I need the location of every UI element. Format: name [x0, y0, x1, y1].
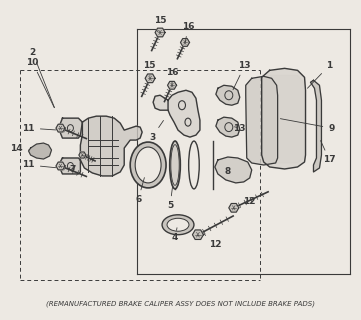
Text: 13: 13	[234, 124, 246, 132]
Polygon shape	[29, 143, 52, 159]
Polygon shape	[58, 118, 82, 138]
Text: 10: 10	[26, 58, 54, 108]
Polygon shape	[145, 74, 155, 83]
Text: 3: 3	[149, 120, 164, 141]
Polygon shape	[58, 158, 81, 174]
Polygon shape	[81, 116, 142, 176]
Text: 14: 14	[10, 144, 29, 153]
Polygon shape	[168, 90, 200, 137]
Ellipse shape	[170, 141, 180, 189]
Text: 5: 5	[167, 186, 173, 210]
Polygon shape	[246, 76, 278, 165]
Text: 13: 13	[233, 61, 251, 90]
Polygon shape	[153, 95, 168, 110]
Text: 12: 12	[204, 234, 221, 249]
Text: 9: 9	[280, 119, 335, 132]
Polygon shape	[79, 152, 86, 158]
Polygon shape	[229, 204, 239, 212]
Polygon shape	[262, 68, 305, 169]
Ellipse shape	[135, 147, 161, 183]
Text: 12: 12	[237, 197, 256, 206]
Ellipse shape	[130, 142, 166, 188]
Polygon shape	[310, 80, 321, 172]
Polygon shape	[216, 117, 240, 137]
Polygon shape	[192, 230, 203, 239]
Text: 2: 2	[30, 48, 55, 108]
Text: (REMANUFACTURED BRAKE CALIPER ASSY DOES NOT INCLUDE BRAKE PADS): (REMANUFACTURED BRAKE CALIPER ASSY DOES …	[47, 300, 316, 307]
Text: 15: 15	[154, 16, 166, 32]
Text: 7: 7	[69, 159, 81, 174]
Text: 17: 17	[321, 140, 336, 164]
Polygon shape	[56, 162, 65, 170]
Text: 16: 16	[182, 22, 194, 42]
Polygon shape	[215, 157, 252, 183]
Polygon shape	[56, 124, 65, 132]
Text: 11: 11	[22, 161, 56, 170]
Text: 1: 1	[308, 61, 332, 88]
Text: 4: 4	[172, 228, 178, 242]
Text: 16: 16	[166, 68, 178, 84]
Polygon shape	[216, 85, 240, 105]
Text: 6: 6	[135, 178, 144, 204]
Ellipse shape	[167, 218, 189, 231]
Text: 11: 11	[22, 124, 56, 132]
Polygon shape	[168, 81, 177, 89]
Polygon shape	[264, 75, 304, 163]
Text: 15: 15	[143, 61, 155, 76]
Polygon shape	[180, 39, 190, 46]
Polygon shape	[155, 28, 165, 37]
Ellipse shape	[162, 215, 194, 235]
Text: 8: 8	[225, 167, 231, 176]
